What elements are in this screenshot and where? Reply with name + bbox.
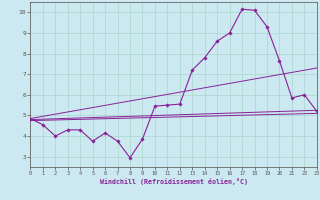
- X-axis label: Windchill (Refroidissement éolien,°C): Windchill (Refroidissement éolien,°C): [100, 178, 248, 185]
